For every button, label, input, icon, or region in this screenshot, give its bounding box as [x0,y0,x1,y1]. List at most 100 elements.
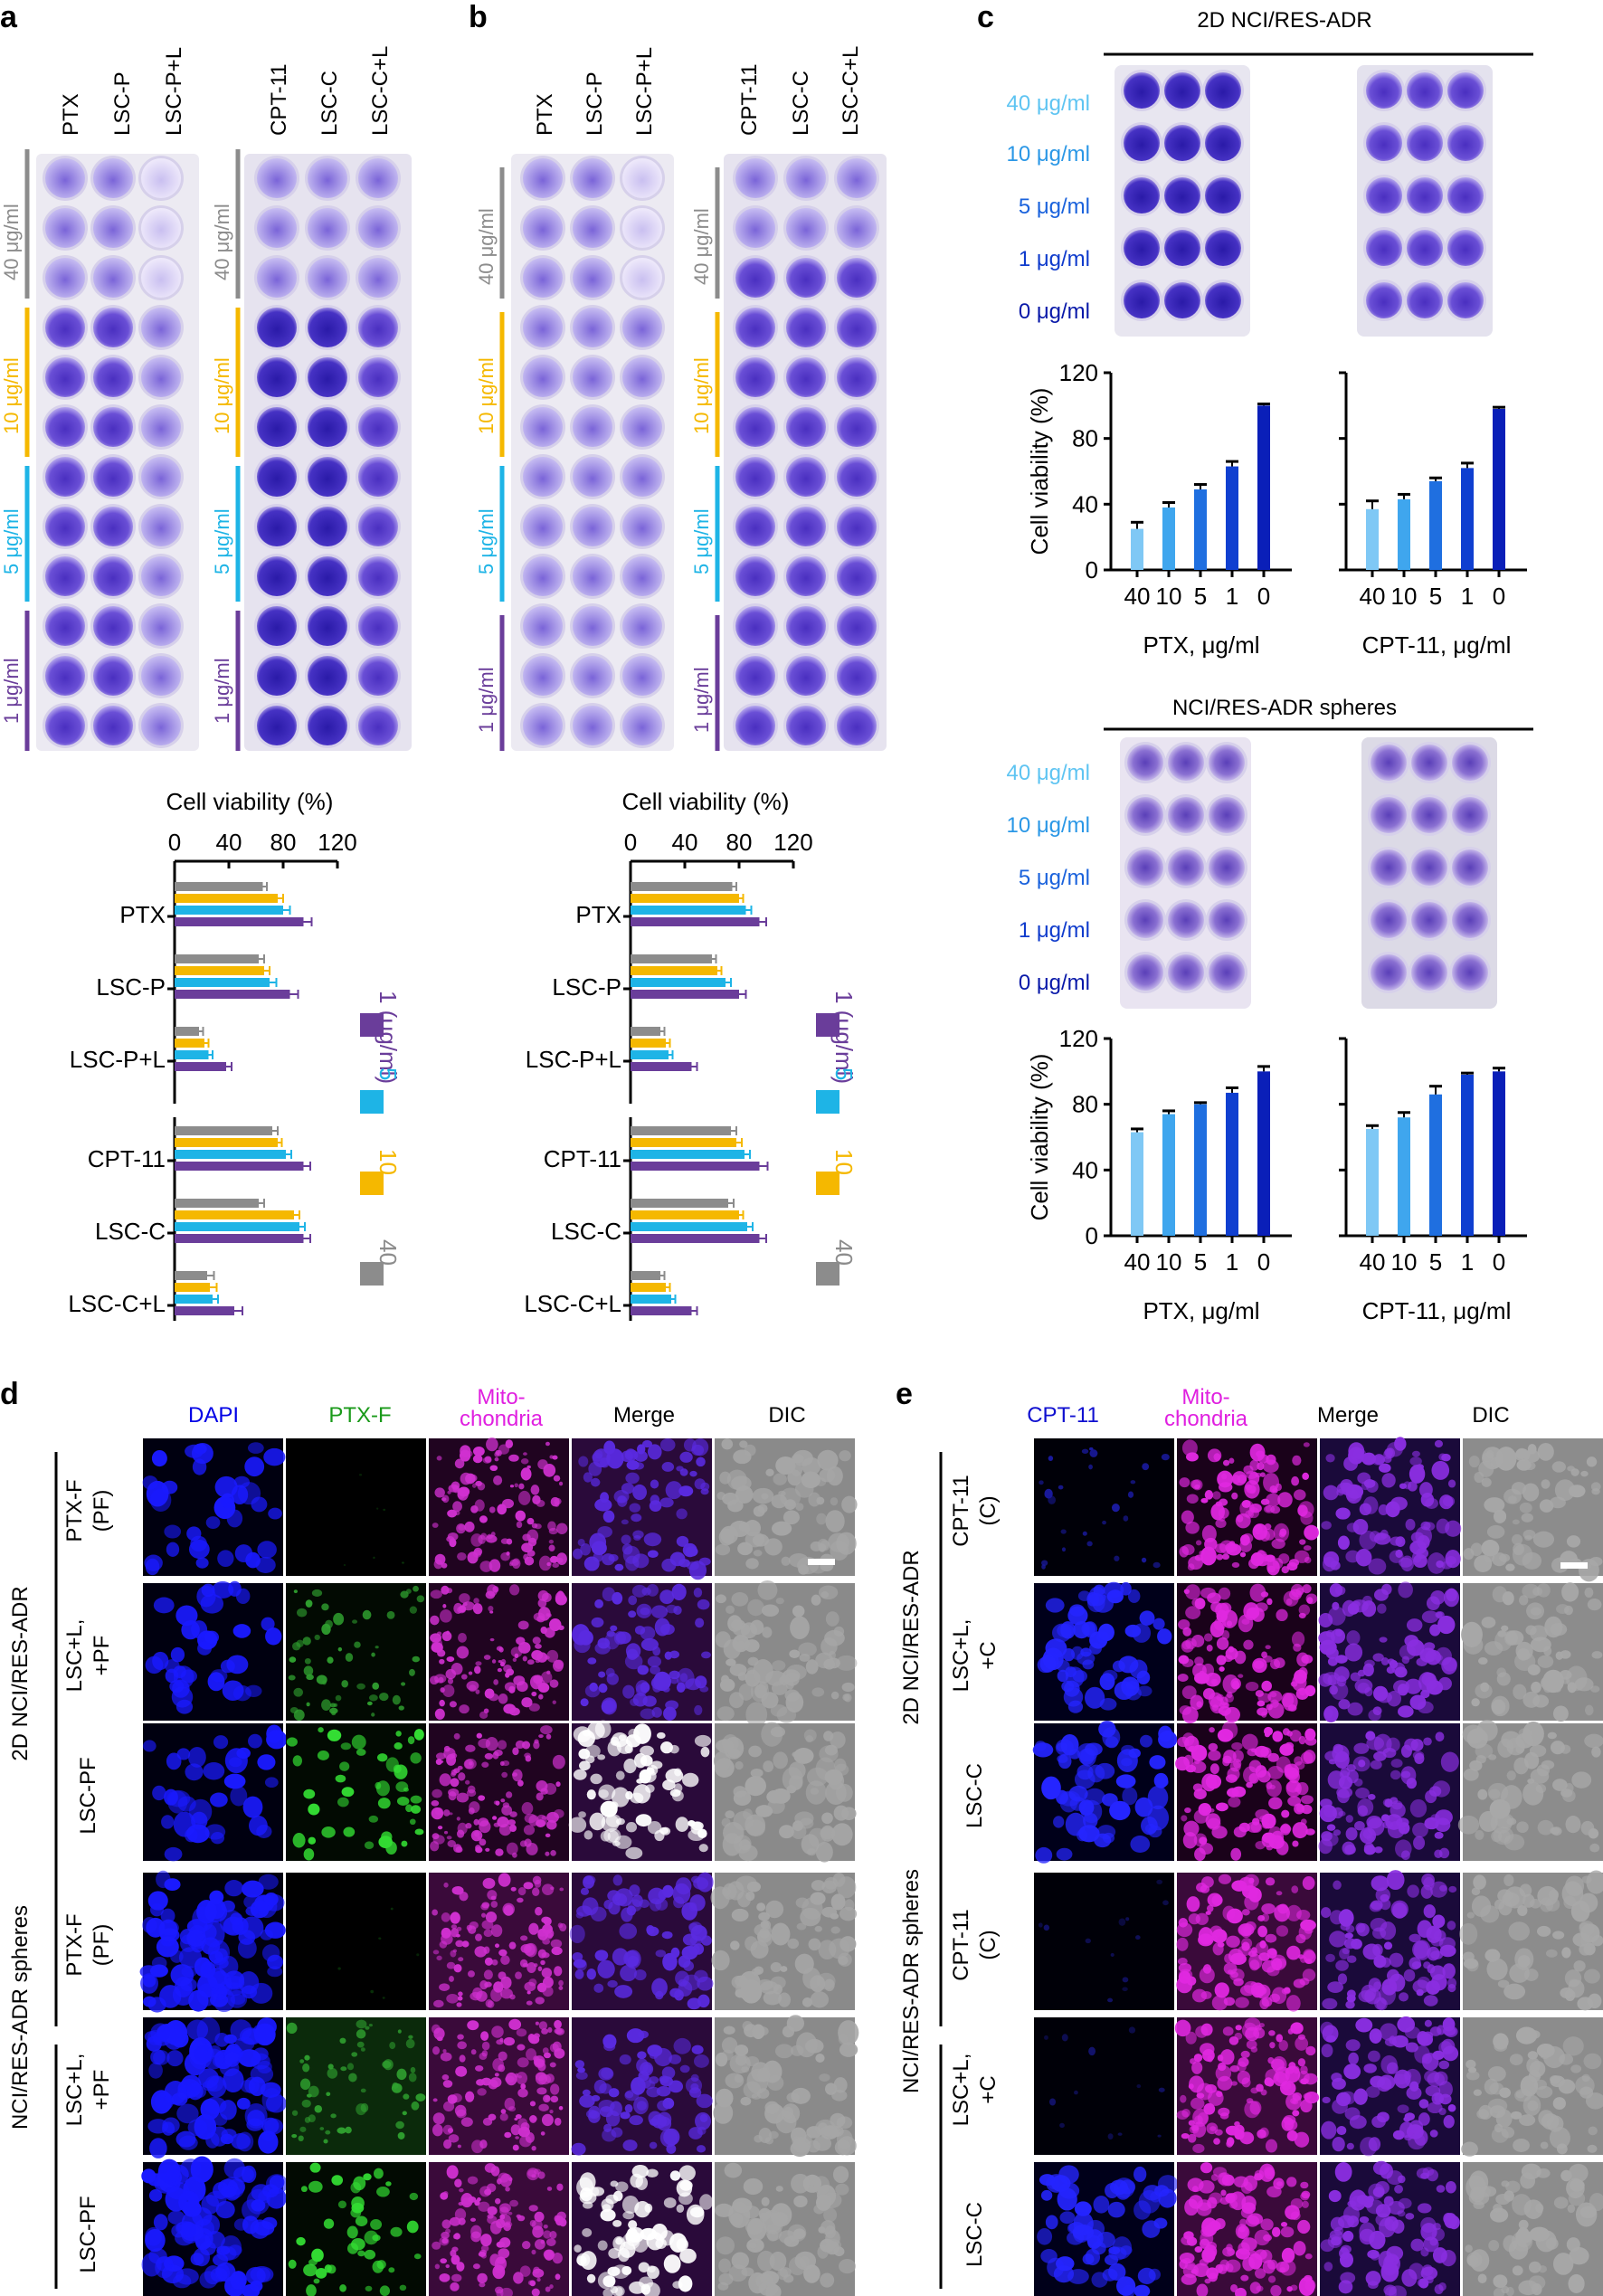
cell-signal [1335,1628,1343,1637]
cell-signal [745,1814,766,1836]
cell-signal [1282,1728,1290,1736]
cell-signal [839,1906,858,1921]
x-tick-label: 40 [216,829,242,856]
cell-signal [1271,1538,1285,1550]
cell-signal [1254,1523,1263,1535]
cell-signal [1276,1891,1283,1896]
cell-signal [1261,1680,1272,1692]
cell-signal [1259,2249,1273,2263]
cell-signal [333,1612,345,1626]
well [93,407,133,447]
cell-signal [621,1519,629,1525]
cell-signal [1248,2253,1263,2270]
cell-signal [528,1703,540,1712]
cell-signal [1204,2224,1215,2236]
cell-signal [1057,1669,1069,1683]
bar [631,1039,666,1048]
cell-signal [396,1797,410,1807]
cell-signal [1035,1846,1053,1864]
cell-signal [509,1584,520,1596]
cell-signal [180,1669,198,1684]
cell-signal [1443,2212,1454,2225]
cell-signal [735,1485,754,1504]
panel-e: CPT-11 Mito- chondria Merge DIC 2D NCI/R… [899,1385,1603,2296]
cell-signal [170,1964,194,1987]
cell-signal [450,1778,460,1788]
cell-signal [786,1785,797,1794]
cell-signal [468,1970,475,1978]
cell-signal [1520,2172,1536,2189]
well-plate [724,154,887,751]
cell-signal [701,1651,711,1659]
cell-signal [1185,2031,1197,2045]
cell-signal [729,1692,745,1709]
cell-signal [1435,1731,1445,1742]
cell-signal [1261,1902,1276,1914]
cell-signal [536,2277,541,2282]
cell-signal [688,1561,707,1580]
cell-signal [1209,1808,1215,1813]
well [257,208,297,248]
cell-signal [1281,1809,1290,1818]
cell-signal [1350,1672,1361,1682]
cell-signal [1222,1674,1239,1694]
well [622,606,662,646]
well [786,556,826,596]
cell-signal [457,1822,468,1835]
cell-signal [446,1656,455,1663]
cell-signal [1206,1645,1213,1652]
y-tick-label: 120 [1059,359,1098,386]
cell-signal [555,2273,561,2281]
cell-signal [1225,2259,1241,2273]
cell-signal [662,1952,678,1971]
cell-signal [1433,1654,1443,1662]
well [786,606,826,646]
cell-signal [1268,2030,1276,2036]
row-label: CPT-11 [949,1909,973,1981]
conc-label: 5 μg/ml [211,508,233,574]
cell-signal [646,1925,655,1935]
cell-signal [478,1738,491,1749]
cell-signal [1390,1797,1399,1805]
cell-signal [771,1922,791,1946]
x-axis-label: PTX, μg/ml [1143,1297,1259,1324]
cell-signal [1248,1472,1260,1485]
cell-signal [1361,1452,1377,1466]
cell-signal [575,2071,588,2080]
cell-signal [1217,1470,1233,1488]
cell-signal [1249,1459,1260,1471]
cell-signal [610,1736,620,1746]
cell-signal [787,2224,807,2243]
cell-signal [578,1811,586,1818]
cell-signal [1133,2166,1147,2182]
cell-signal [517,2075,522,2079]
cell-signal [1304,1524,1319,1541]
cell-signal [711,1950,730,1971]
cell-signal [1552,1705,1569,1722]
well [523,706,563,745]
plate-wells [1363,70,1486,321]
cell-signal [470,1829,483,1842]
cell-signal [473,1547,483,1556]
cell-signal [841,1682,855,1693]
cell-signal [1400,1555,1415,1572]
cell-signal [223,1773,246,1789]
cell-signal [490,1988,503,2002]
cell-signal [301,2099,311,2108]
cell-signal [452,2234,459,2240]
cell-signal [1152,1561,1161,1569]
cell-signal [694,1734,712,1747]
cell-signal [365,2285,373,2291]
cell-signal [1380,1814,1390,1822]
cell-signal [773,1473,787,1485]
cell-signal [659,1589,675,1605]
cell-signal [661,1461,675,1472]
cell-signal [615,2237,623,2245]
cell-signal [1588,1828,1599,1839]
cell-signal [771,1494,788,1509]
cell-signal [1561,1947,1571,1959]
cell-signal [1527,1664,1541,1675]
panel-letter-d: d [0,1377,19,1411]
cell-signal [649,2076,659,2084]
cell-signal [434,1679,440,1684]
